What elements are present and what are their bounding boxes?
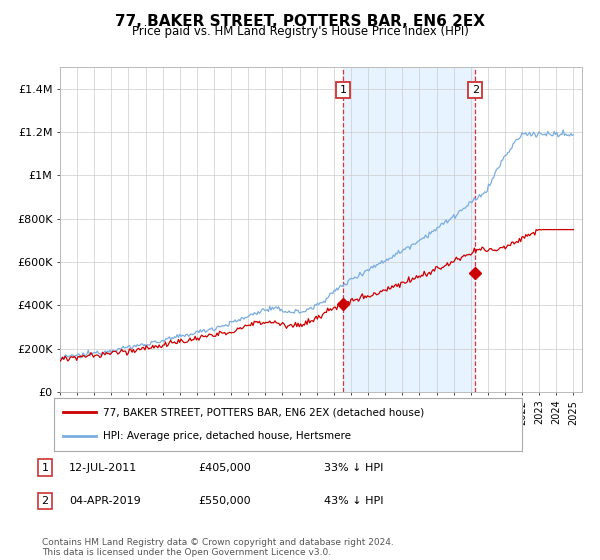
Text: 12-JUL-2011: 12-JUL-2011 [69, 463, 137, 473]
Text: 43% ↓ HPI: 43% ↓ HPI [324, 496, 383, 506]
Text: £405,000: £405,000 [198, 463, 251, 473]
Text: 2: 2 [41, 496, 49, 506]
Text: 77, BAKER STREET, POTTERS BAR, EN6 2EX (detached house): 77, BAKER STREET, POTTERS BAR, EN6 2EX (… [103, 408, 424, 418]
Text: 1: 1 [41, 463, 49, 473]
Text: 33% ↓ HPI: 33% ↓ HPI [324, 463, 383, 473]
Text: 77, BAKER STREET, POTTERS BAR, EN6 2EX: 77, BAKER STREET, POTTERS BAR, EN6 2EX [115, 14, 485, 29]
Text: 2: 2 [472, 85, 479, 95]
Text: 1: 1 [340, 85, 346, 95]
Text: Contains HM Land Registry data © Crown copyright and database right 2024.
This d: Contains HM Land Registry data © Crown c… [42, 538, 394, 557]
Text: £550,000: £550,000 [198, 496, 251, 506]
Text: 04-APR-2019: 04-APR-2019 [69, 496, 141, 506]
Text: HPI: Average price, detached house, Hertsmere: HPI: Average price, detached house, Hert… [103, 431, 351, 441]
Bar [343, 67, 475, 392]
Text: Price paid vs. HM Land Registry's House Price Index (HPI): Price paid vs. HM Land Registry's House … [131, 25, 469, 38]
